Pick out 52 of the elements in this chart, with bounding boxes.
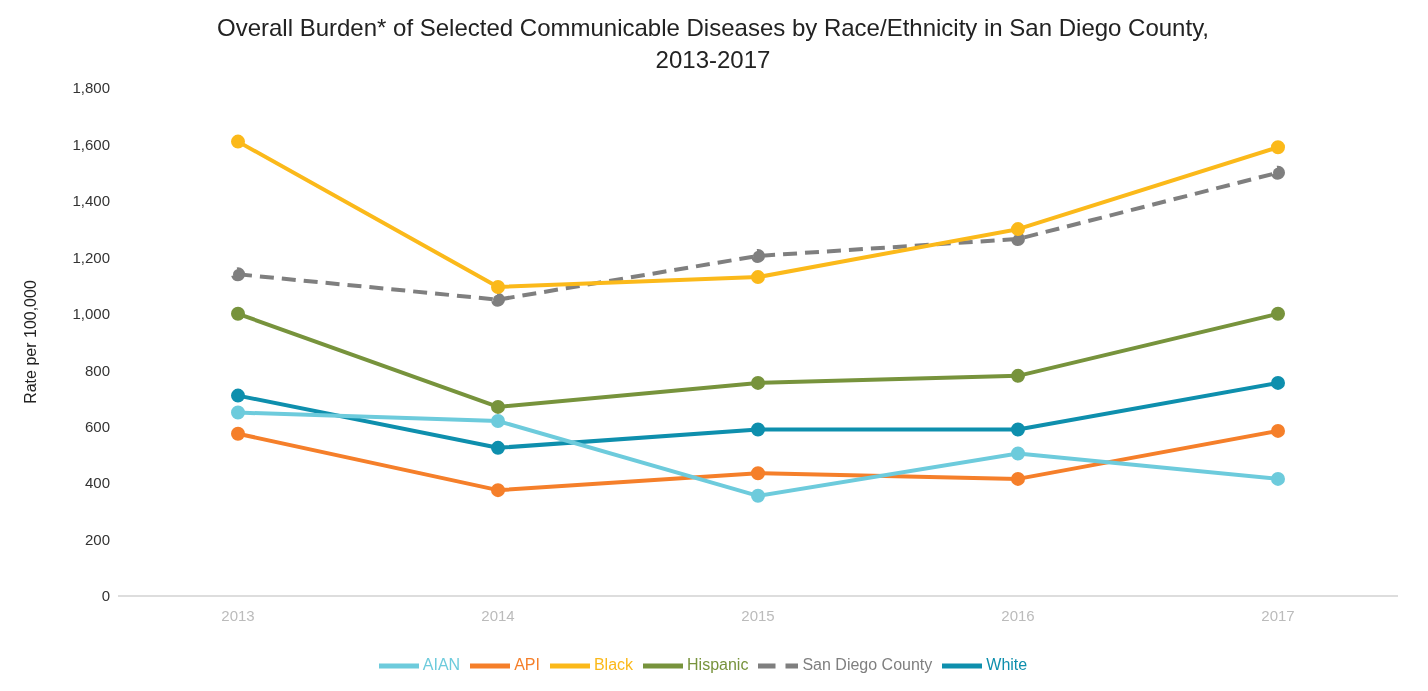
point	[491, 399, 505, 414]
legend-label: API	[514, 656, 540, 674]
point	[231, 405, 245, 420]
point	[751, 488, 765, 503]
point	[1271, 375, 1285, 390]
y-tick-label: 1,600	[72, 135, 110, 153]
point	[1011, 422, 1025, 437]
point	[751, 375, 765, 390]
point	[491, 440, 505, 455]
point	[491, 414, 505, 429]
point	[751, 270, 765, 285]
legend-label: San Diego County	[802, 656, 933, 674]
y-tick-label: 1,800	[72, 79, 110, 97]
x-tick-label: 2015	[741, 606, 775, 624]
y-tick-label: 1,400	[72, 192, 110, 210]
y-tick-label: 400	[84, 474, 110, 492]
point	[751, 248, 765, 263]
legend-label: AIAN	[422, 656, 461, 674]
y-tick-label: 600	[84, 417, 110, 435]
point	[751, 422, 765, 437]
y-tick-label: 1,000	[72, 305, 110, 323]
point	[1271, 165, 1285, 180]
legend-label: White	[986, 656, 1028, 674]
point	[1271, 306, 1285, 321]
point	[1011, 368, 1025, 383]
point	[231, 267, 245, 282]
point	[751, 466, 765, 481]
y-tick-label: 0	[101, 587, 110, 605]
point	[231, 388, 245, 403]
point	[1011, 222, 1025, 237]
y-axis-title: Rate per 100,000	[21, 280, 39, 404]
legend-label: Black	[593, 656, 634, 674]
legend-label: Hispanic	[687, 656, 749, 674]
point	[1271, 140, 1285, 155]
point	[491, 279, 505, 294]
point	[231, 134, 245, 149]
point	[491, 483, 505, 498]
point	[491, 292, 505, 307]
x-tick-label: 2013	[221, 606, 255, 624]
point	[1011, 471, 1025, 486]
x-tick-label: 2016	[1001, 606, 1035, 624]
x-tick-label: 2014	[481, 606, 515, 624]
point	[1271, 471, 1285, 486]
y-tick-label: 800	[84, 361, 110, 379]
point	[231, 306, 245, 321]
y-tick-label: 200	[84, 530, 110, 548]
point	[1011, 446, 1025, 461]
point	[231, 426, 245, 441]
y-tick-label: 1,200	[72, 248, 110, 266]
x-tick-label: 2017	[1261, 606, 1295, 624]
chart-title: Overall Burden* of Selected Communicable Diseases by Race/Ethnicity in San Diego County, 2013-2017	[215, 13, 1211, 75]
point	[1271, 423, 1285, 438]
